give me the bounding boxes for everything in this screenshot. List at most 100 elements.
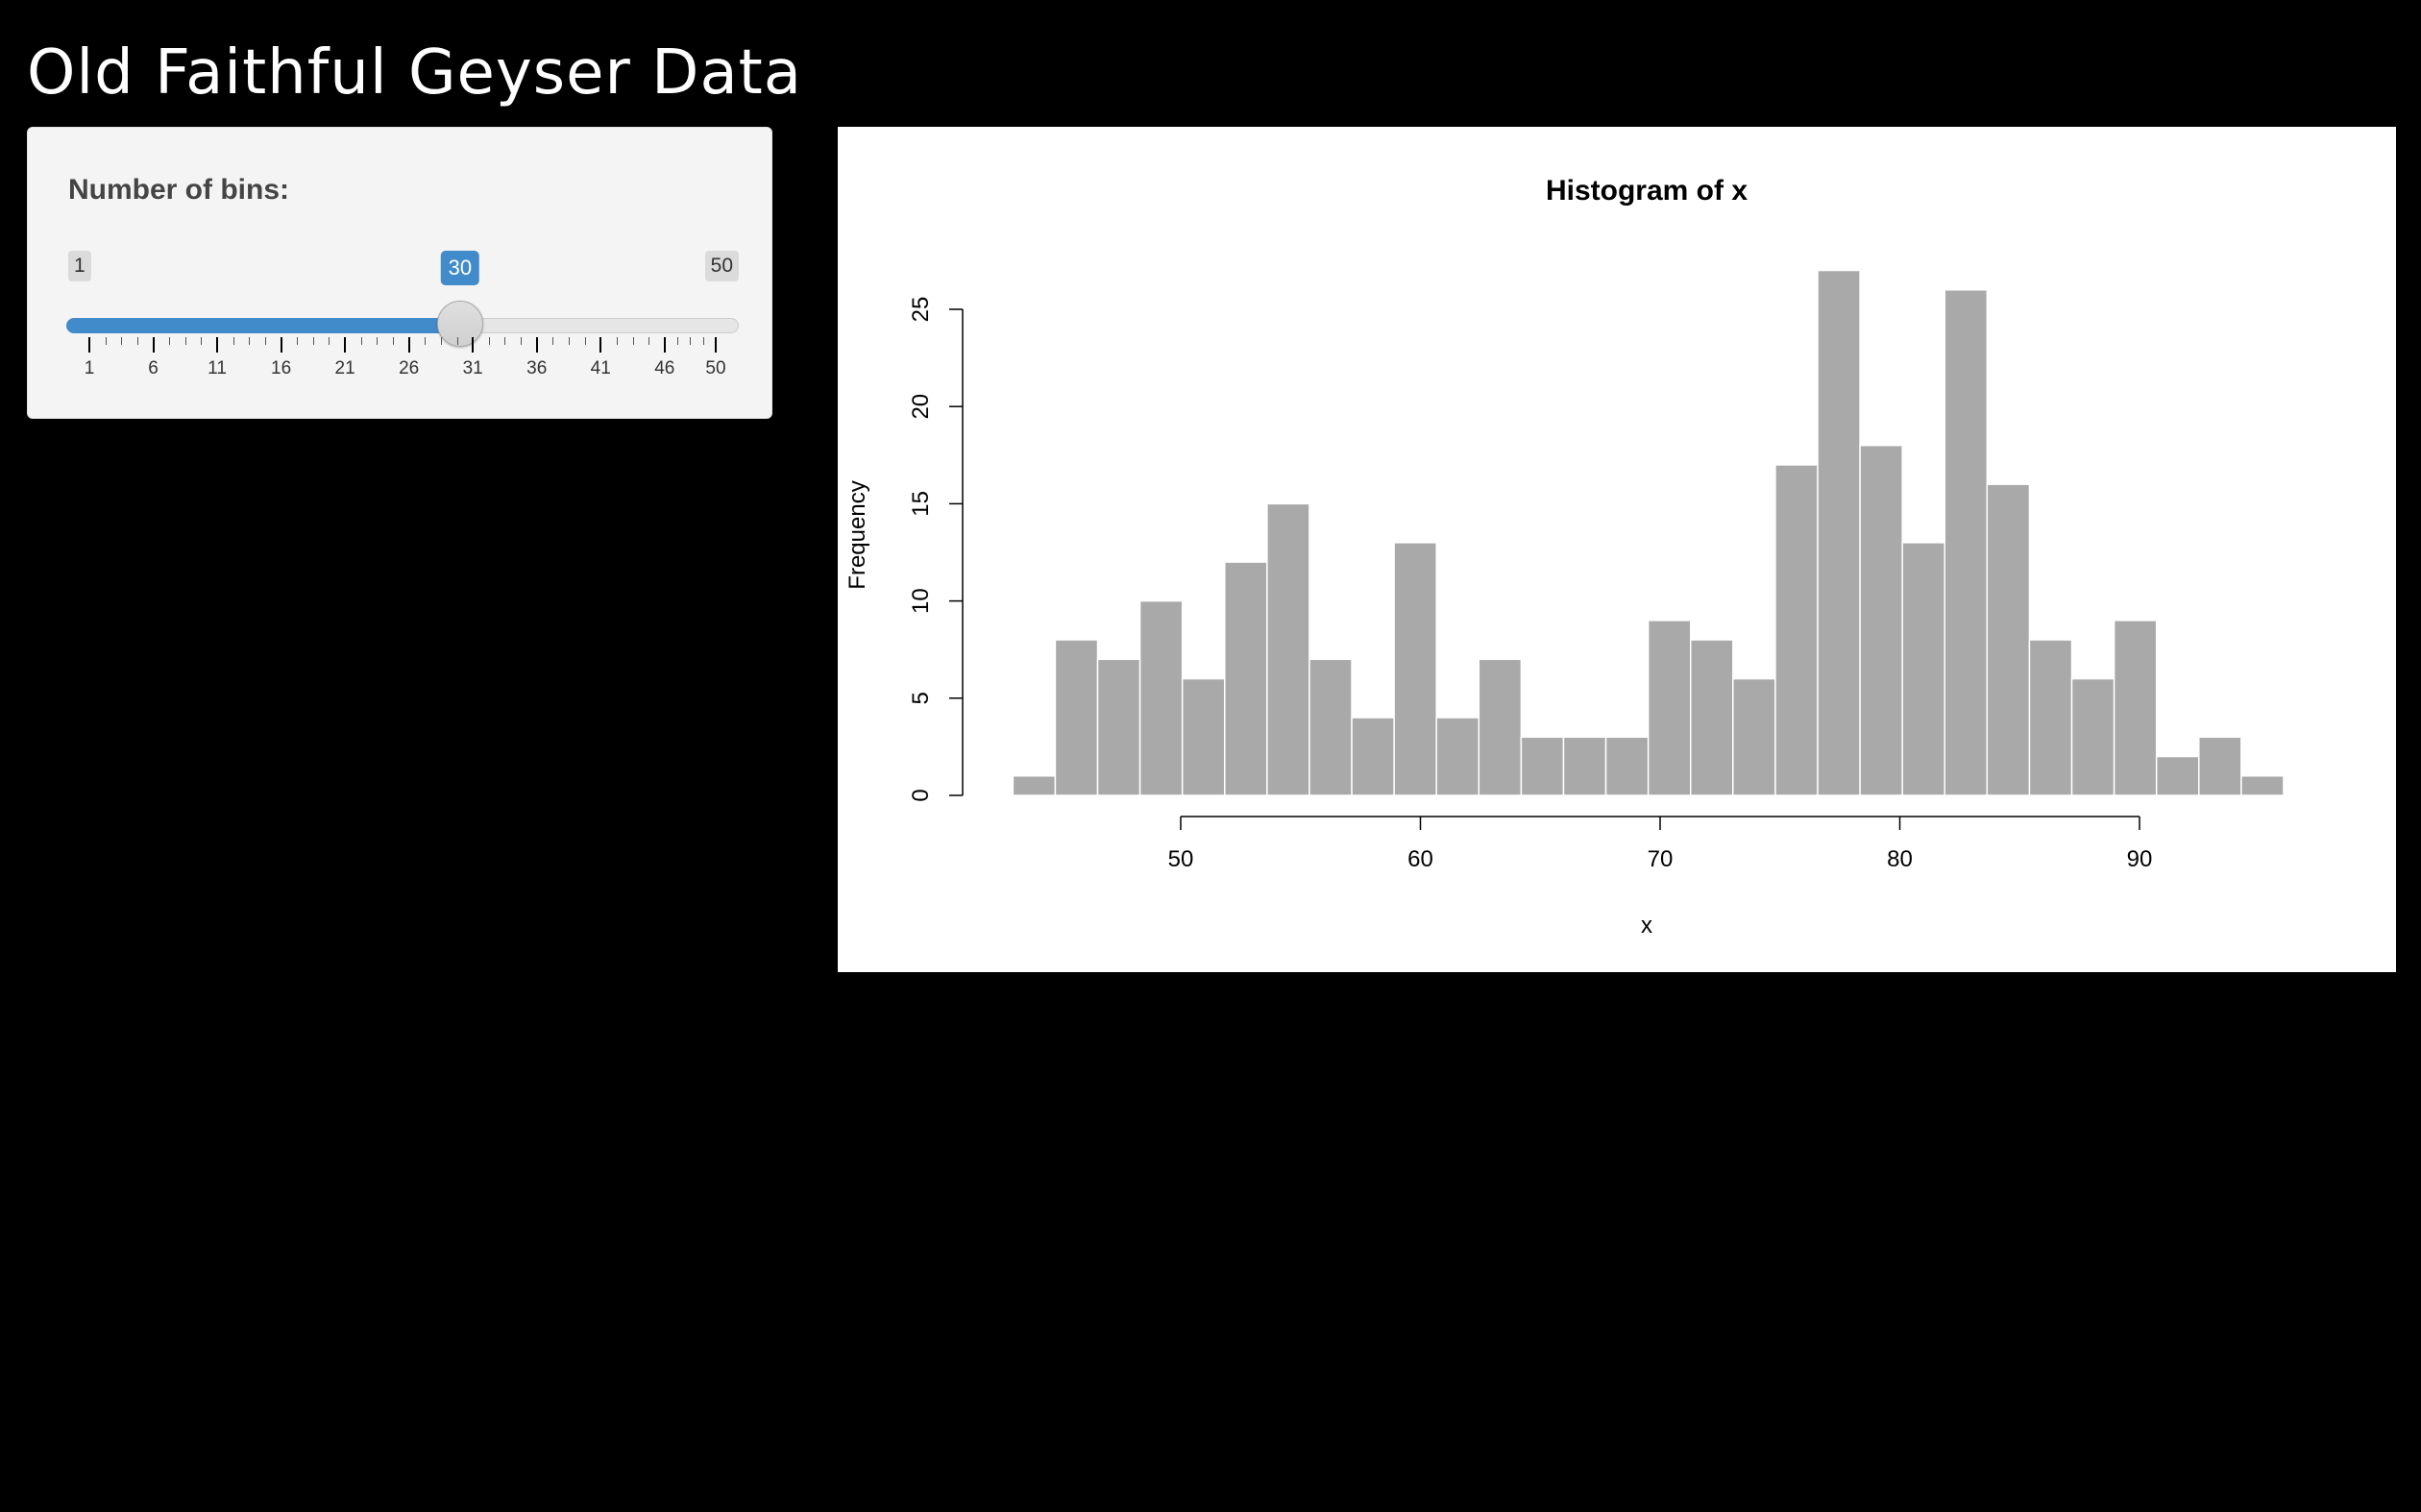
histogram-bar [1647,620,1692,796]
histogram-bar [1817,269,1861,796]
slider-minor-tick [690,337,692,345]
slider-grid: 1 6 11 16 21 26 31 36 41 46 50 [66,337,739,395]
slider-minor-tick [488,337,490,345]
slider-major-tick [152,337,155,353]
x-tick-label: 50 [1168,846,1194,872]
slider-major-tick [715,337,717,353]
slider-minor-tick [377,337,379,345]
slider-minor-tick [136,337,138,345]
histogram-bar [1308,658,1353,796]
slider-tick-label: 11 [208,358,227,378]
histogram-bar [1435,717,1480,796]
y-tick-label: 15 [908,491,934,517]
y-tick-label: 0 [908,789,934,801]
slider-minor-tick [249,337,251,345]
slider-minor-tick [360,337,362,345]
slider-minor-tick [393,337,395,345]
slider-minor-tick [169,337,171,345]
slider-minor-tick [312,337,314,345]
x-tick-label: 90 [2127,846,2153,872]
histogram-bar [1478,658,1523,796]
slider-minor-tick [440,337,442,345]
page-title: Old Faithful Geyser Data [27,37,802,109]
x-axis-label: x [1641,913,1652,939]
slider-handle[interactable] [436,301,483,347]
histogram-bar [1944,289,1989,796]
x-tick-label: 70 [1648,846,1674,872]
slider-fill [66,318,460,333]
slider-max-label: 50 [704,251,739,281]
histogram-bar [1224,561,1268,796]
slider-tick-label: 21 [334,358,355,378]
slider-minor-tick [677,337,679,345]
histogram-bar [1266,502,1310,796]
slider-tick-label: 46 [654,358,675,378]
histogram-bar [1393,542,1437,796]
slider-minor-tick [504,337,506,345]
histogram-bar [2113,620,2158,796]
histogram-bar [1604,736,1650,796]
slider-major-tick [280,337,282,353]
slider-minor-tick [552,337,554,345]
slider-minor-tick [105,337,107,345]
slider-tick-label: 41 [590,358,611,378]
slider-major-tick [407,337,410,353]
histogram-bar [1054,639,1099,796]
histogram-bar [1689,639,1734,796]
slider-major-tick [88,337,90,353]
slider-minor-tick [456,337,458,345]
bins-label: Number of bins: [68,174,289,206]
histogram-bar [1181,677,1226,796]
bins-slider[interactable]: 1 50 30 1 6 11 16 21 26 31 36 41 46 50 [66,212,739,378]
slider-tick-label: 50 [705,358,726,378]
slider-minor-tick [702,337,704,345]
x-tick-label: 80 [1887,846,1913,872]
slider-minor-tick [648,337,650,345]
x-axis: 50 60 70 80 90 [1168,816,2153,872]
y-tick-label: 10 [908,588,934,614]
histogram-bar [1138,599,1184,796]
histogram-bar [2198,736,2242,796]
histogram-bar [1901,542,1946,796]
slider-major-tick [599,337,602,353]
slider-major-tick [344,337,347,353]
bars-group [1012,269,2285,796]
slider-tick-label: 31 [462,358,483,378]
slider-minor-tick [264,337,266,345]
y-tick-label: 25 [908,297,934,323]
slider-major-tick [663,337,666,353]
slider-tick-label: 1 [84,358,95,378]
histogram-bar [2070,677,2115,796]
sidebar-panel: Number of bins: 1 50 30 1 6 11 16 21 26 31 36 41… [27,127,772,419]
slider-minor-tick [232,337,234,345]
histogram-svg: Histogram of x x Frequency 50 60 70 80 90 0 5… [844,175,2285,939]
slider-minor-tick [584,337,586,345]
histogram-bar [1562,736,1607,796]
slider-tick-label: 16 [271,358,292,378]
y-tick-label: 5 [908,692,934,704]
slider-minor-tick [184,337,186,345]
slider-value-label: 30 [440,251,480,285]
slider-minor-tick [329,337,330,345]
histogram-bar [2155,755,2200,796]
slider-minor-tick [616,337,618,345]
histogram-plot: Histogram of x x Frequency 50 60 70 80 90 0 5… [838,127,2396,972]
histogram-bar [1986,483,2031,796]
slider-tick-label: 26 [399,358,420,378]
slider-minor-tick [632,337,634,345]
histogram-bar [1520,736,1565,796]
slider-major-tick [216,337,219,353]
slider-major-tick [535,337,538,353]
y-axis: 0 5 10 15 20 25 [908,297,964,802]
histogram-bar [2240,775,2285,796]
histogram-bar [1859,444,1903,796]
slider-minor-tick [201,337,203,345]
slider-tick-label: 36 [526,358,548,378]
histogram-bar [1012,775,1057,796]
y-axis-label: Frequency [844,480,870,589]
histogram-bar [1774,464,1819,796]
slider-minor-tick [297,337,299,345]
histogram-bar [1351,717,1395,796]
slider-tick-label: 6 [148,358,159,378]
slider-major-tick [472,337,475,353]
